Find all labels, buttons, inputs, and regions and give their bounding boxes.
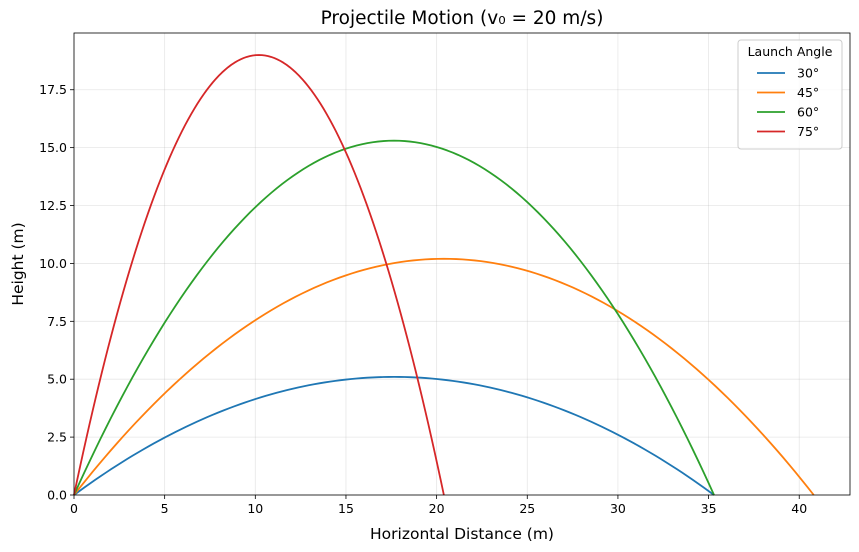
x-tick-label: 40 <box>791 501 807 516</box>
legend-label: 60° <box>797 105 819 120</box>
x-axis-ticks: 0 5 10 15 20 25 30 35 40 <box>70 495 807 516</box>
y-tick-label: 12.5 <box>39 198 67 213</box>
x-tick-label: 5 <box>161 501 169 516</box>
series-line-45deg <box>73 257 815 496</box>
y-tick-label: 17.5 <box>39 82 67 97</box>
grid <box>73 33 850 496</box>
x-tick-label: 0 <box>70 501 78 516</box>
series-line-60deg <box>73 139 715 496</box>
series-line-75deg <box>73 54 445 496</box>
y-tick-label: 15.0 <box>39 140 67 155</box>
legend-title: Launch Angle <box>748 44 833 59</box>
plot-frame <box>73 32 851 496</box>
x-tick-label: 35 <box>701 501 717 516</box>
y-tick-label: 7.5 <box>47 314 67 329</box>
legend-label: 30° <box>797 66 819 81</box>
x-tick-label: 15 <box>338 501 354 516</box>
legend-box <box>737 39 843 150</box>
legend-label: 75° <box>797 124 819 139</box>
legend-items: 30° 45° 60° 75° <box>757 66 819 139</box>
y-axis-ticks: 0.0 2.5 5.0 7.5 10.0 12.5 15.0 17.5 <box>39 82 74 503</box>
y-tick-label: 2.5 <box>47 430 67 445</box>
y-tick-label: 5.0 <box>47 372 67 387</box>
y-tick-label: 0.0 <box>47 488 67 503</box>
legend-label: 45° <box>797 85 819 100</box>
chart-title: Projectile Motion (v₀ = 20 m/s) <box>321 8 604 29</box>
x-tick-label: 20 <box>429 501 445 516</box>
y-tick-label: 10.0 <box>39 256 67 271</box>
x-axis-label: Horizontal Distance (m) <box>370 525 554 543</box>
x-tick-label: 30 <box>610 501 626 516</box>
legend: Launch Angle 30° 45° 60° 75° <box>737 39 843 150</box>
series-layer <box>73 54 815 496</box>
x-tick-label: 10 <box>247 501 263 516</box>
series-line-30deg <box>73 375 715 496</box>
x-tick-label: 25 <box>519 501 535 516</box>
y-axis-label: Height (m) <box>9 222 27 305</box>
